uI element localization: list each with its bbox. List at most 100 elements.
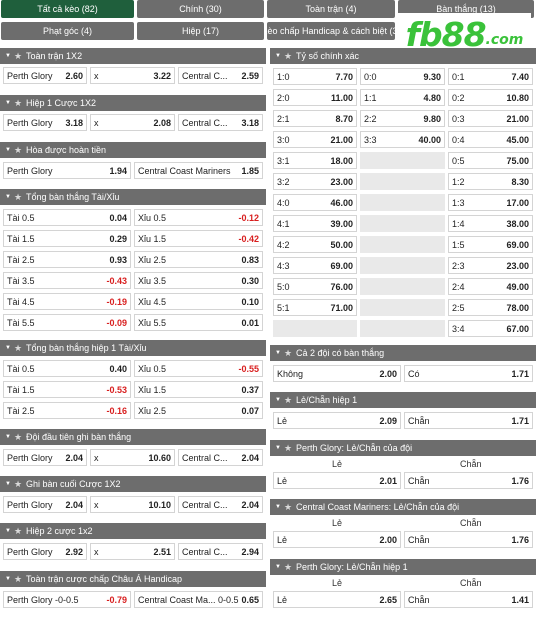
market-header[interactable]: ▼ ★ Hòa được hoàn tiền	[0, 142, 266, 158]
star-icon[interactable]: ★	[13, 431, 23, 442]
odds-score[interactable]: 0:4 45.00	[448, 131, 533, 148]
market-header[interactable]: ▼ ★ Perth Glory: Lẻ/Chẵn của đội	[270, 440, 536, 456]
odds-score[interactable]: 3:1 18.00	[273, 152, 357, 169]
odds-odd[interactable]: Lẻ 2.09	[273, 412, 401, 429]
star-icon[interactable]: ★	[13, 342, 23, 353]
odds-home[interactable]: Perth Glory 2.04	[3, 449, 87, 466]
odds-score[interactable]: 2:3 23.00	[448, 257, 533, 274]
odds-score[interactable]: 4:1 39.00	[273, 215, 357, 232]
star-icon[interactable]: ★	[13, 144, 23, 155]
odds-score[interactable]: 0:3 21.00	[448, 110, 533, 127]
odds-over[interactable]: Tài 1.5 0.29	[3, 230, 131, 247]
odds-over[interactable]: Tài 3.5 -0.43	[3, 272, 131, 289]
odds-score[interactable]: 1:1 4.80	[360, 89, 445, 106]
odds-even[interactable]: Chẵn 1.76	[404, 531, 533, 548]
odds-score[interactable]: 1:4 38.00	[448, 215, 533, 232]
star-icon[interactable]: ★	[283, 394, 293, 405]
odds-over[interactable]: Tài 2.5 0.93	[3, 251, 131, 268]
odds-under[interactable]: Xỉu 0.5 -0.12	[134, 209, 263, 226]
odds-no[interactable]: Không 2.00	[273, 365, 401, 382]
star-icon[interactable]: ★	[13, 50, 23, 61]
star-icon[interactable]: ★	[13, 573, 23, 584]
odds-home[interactable]: Perth Glory 2.04	[3, 496, 87, 513]
odds-score[interactable]: 4:2 50.00	[273, 236, 357, 253]
odds-even[interactable]: Chẵn 1.41	[404, 591, 533, 608]
odds-under[interactable]: Xỉu 1.5 0.37	[134, 381, 263, 398]
odds-score[interactable]: 1:3 17.00	[448, 194, 533, 211]
market-header[interactable]: ▼ ★ Tổng bàn thắng Tài/Xỉu	[0, 189, 266, 205]
star-icon[interactable]: ★	[283, 501, 293, 512]
odds-draw[interactable]: x 10.60	[90, 449, 175, 466]
market-header[interactable]: ▼ ★ Toàn trận cược chấp Châu Á Handicap	[0, 571, 266, 587]
odds-home[interactable]: Perth Glory 2.60	[3, 67, 87, 84]
market-header[interactable]: ▼ ★ Perth Glory: Lẻ/Chẵn hiệp 1	[270, 559, 536, 575]
odds-score[interactable]: 3:2 23.00	[273, 173, 357, 190]
odds-under[interactable]: Xỉu 3.5 0.30	[134, 272, 263, 289]
odds-score[interactable]: 2:4 49.00	[448, 278, 533, 295]
odds-home[interactable]: Perth Glory 1.94	[3, 162, 131, 179]
market-header[interactable]: ▼ ★ Toàn trận 1X2	[0, 48, 266, 64]
odds-score[interactable]: 3:4 67.00	[448, 320, 533, 337]
odds-score[interactable]: 0:5 75.00	[448, 152, 533, 169]
star-icon[interactable]: ★	[283, 561, 293, 572]
odds-odd[interactable]: Lẻ 2.65	[273, 591, 401, 608]
star-icon[interactable]: ★	[283, 442, 293, 453]
market-header[interactable]: ▼ ★ Hiệp 2 cược 1x2	[0, 523, 266, 539]
odds-draw[interactable]: x 2.08	[90, 114, 175, 131]
market-header[interactable]: ▼ ★ Central Coast Mariners: Lẻ/Chẵn của độ…	[270, 499, 536, 515]
odds-score[interactable]: 1:5 69.00	[448, 236, 533, 253]
odds-score[interactable]: 0:0 9.30	[360, 68, 445, 85]
odds-over[interactable]: Tài 1.5 -0.53	[3, 381, 131, 398]
odds-score[interactable]: 0:1 7.40	[448, 68, 533, 85]
odds-under[interactable]: Xỉu 2.5 0.83	[134, 251, 263, 268]
odds-yes[interactable]: Có 1.71	[404, 365, 533, 382]
odds-score[interactable]: 1:0 7.70	[273, 68, 357, 85]
star-icon[interactable]: ★	[13, 97, 23, 108]
star-icon[interactable]: ★	[13, 525, 23, 536]
odds-away[interactable]: Central C... 2.04	[178, 496, 263, 513]
odds-draw[interactable]: x 3.22	[90, 67, 175, 84]
odds-away[interactable]: Central C... 2.04	[178, 449, 263, 466]
odds-away[interactable]: Central Coast Mariners 1.85	[134, 162, 263, 179]
odds-under[interactable]: Xỉu 2.5 0.07	[134, 402, 263, 419]
odds-away[interactable]: Central C... 3.18	[178, 114, 263, 131]
odds-score[interactable]: 1:2 8.30	[448, 173, 533, 190]
star-icon[interactable]: ★	[283, 347, 293, 358]
star-icon[interactable]: ★	[13, 191, 23, 202]
odds-over[interactable]: Tài 0.5 0.40	[3, 360, 131, 377]
tab-handicap[interactable]: Kèo chấp Handicap & cách biệt (3)	[267, 22, 395, 40]
tab-all-markets[interactable]: Tất cả kèo (82)	[1, 0, 134, 18]
odds-home[interactable]: Perth Glory 3.18	[3, 114, 87, 131]
market-header[interactable]: ▼ ★ Ghi bàn cuối Cược 1X2	[0, 476, 266, 492]
tab-main[interactable]: Chính (30)	[137, 0, 264, 18]
odds-draw[interactable]: x 2.51	[90, 543, 175, 560]
odds-over[interactable]: Tài 2.5 -0.16	[3, 402, 131, 419]
odds-even[interactable]: Chẵn 1.71	[404, 412, 533, 429]
odds-under[interactable]: Xỉu 1.5 -0.42	[134, 230, 263, 247]
odds-over[interactable]: Tài 5.5 -0.09	[3, 314, 131, 331]
odds-under[interactable]: Xỉu 5.5 0.01	[134, 314, 263, 331]
odds-score[interactable]: 2:0 11.00	[273, 89, 357, 106]
odds-under[interactable]: Xỉu 4.5 0.10	[134, 293, 263, 310]
market-header[interactable]: ▼ ★ Tỷ số chính xác	[270, 48, 536, 64]
odds-home[interactable]: Perth Glory -0-0.5 -0.79	[3, 591, 131, 608]
star-icon[interactable]: ★	[283, 50, 293, 61]
odds-score[interactable]: 5:1 71.00	[273, 299, 357, 316]
odds-away[interactable]: Central C... 2.94	[178, 543, 263, 560]
market-header[interactable]: ▼ ★ Hiệp 1 Cược 1X2	[0, 95, 266, 111]
odds-away[interactable]: Central C... 2.59	[178, 67, 263, 84]
market-header[interactable]: ▼ ★ Lẻ/Chẵn hiệp 1	[270, 392, 536, 408]
odds-under[interactable]: Xỉu 0.5 -0.55	[134, 360, 263, 377]
star-icon[interactable]: ★	[13, 478, 23, 489]
odds-score[interactable]: 3:3 40.00	[360, 131, 445, 148]
tab-full-time[interactable]: Toàn trận (4)	[267, 0, 395, 18]
market-header[interactable]: ▼ ★ Cả 2 đội có bàn thắng	[270, 345, 536, 361]
odds-odd[interactable]: Lẻ 2.01	[273, 472, 401, 489]
odds-score[interactable]: 4:0 46.00	[273, 194, 357, 211]
odds-score[interactable]: 5:0 76.00	[273, 278, 357, 295]
odds-score[interactable]: 2:5 78.00	[448, 299, 533, 316]
odds-home[interactable]: Perth Glory 2.92	[3, 543, 87, 560]
odds-score[interactable]: 3:0 21.00	[273, 131, 357, 148]
odds-away[interactable]: Central Coast Ma... 0-0.5 0.65	[134, 591, 263, 608]
odds-over[interactable]: Tài 0.5 0.04	[3, 209, 131, 226]
